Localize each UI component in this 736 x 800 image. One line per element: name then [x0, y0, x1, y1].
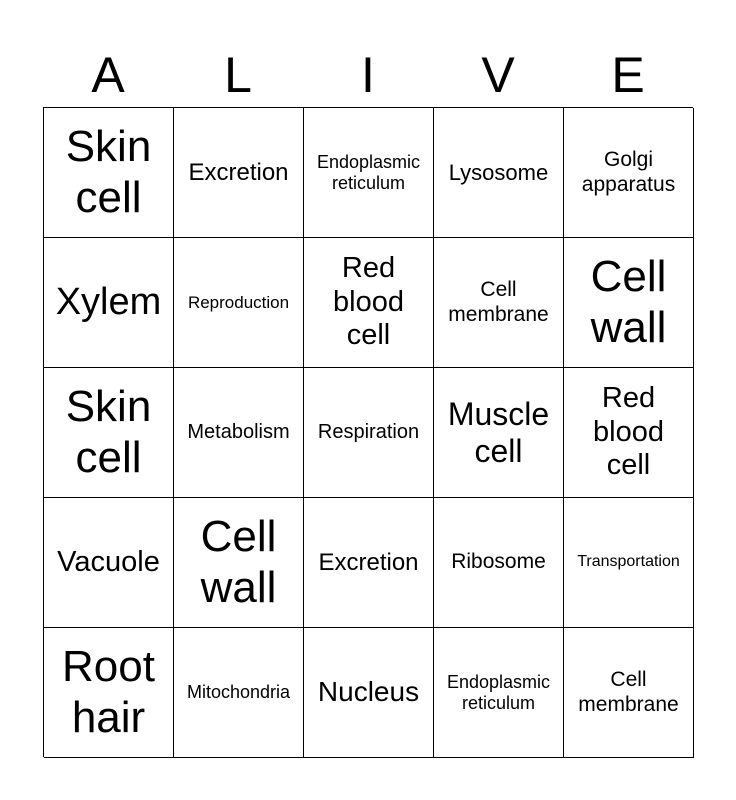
bingo-cell[interactable]: Reproduction: [174, 238, 304, 368]
cell-label: Excretion: [188, 158, 289, 186]
header-letter: A: [91, 47, 125, 103]
cell-label: Cell membrane: [578, 668, 679, 716]
bingo-cell[interactable]: Lysosome: [434, 108, 564, 238]
bingo-cell[interactable]: Golgi apparatus: [564, 108, 694, 238]
cell-label: Nucleus: [317, 676, 420, 708]
header-letter: I: [361, 47, 375, 103]
bingo-header: A L I V E: [43, 44, 693, 106]
bingo-cell[interactable]: Cell membrane: [564, 628, 694, 758]
bingo-cell[interactable]: Nucleus: [304, 628, 434, 758]
bingo-cell[interactable]: Metabolism: [174, 368, 304, 498]
bingo-cell[interactable]: Mitochondria: [174, 628, 304, 758]
header-letter: L: [224, 47, 252, 103]
cell-label: Lysosome: [448, 159, 549, 185]
bingo-grid: Skin cell Excretion Endoplasmic reticulum L…: [43, 107, 694, 758]
bingo-cell[interactable]: Red blood cell: [304, 238, 434, 368]
bingo-cell[interactable]: Skin cell: [44, 368, 174, 498]
cell-label: Xylem: [55, 280, 162, 323]
bingo-cell[interactable]: Vacuole: [44, 498, 174, 628]
header-letter: V: [481, 47, 515, 103]
bingo-cell[interactable]: Excretion: [174, 108, 304, 238]
cell-label: Endoplasmic reticulum: [446, 671, 551, 713]
cell-label: Ribosome: [451, 550, 546, 574]
cell-label: Excretion: [318, 548, 419, 576]
cell-label: Skin cell: [65, 121, 152, 222]
bingo-cell[interactable]: Root hair: [44, 628, 174, 758]
cell-label: Transportation: [577, 553, 680, 571]
cell-label: Mitochondria: [186, 682, 291, 703]
cell-label: Reproduction: [187, 292, 290, 312]
cell-label: Root hair: [62, 641, 155, 742]
bingo-cell[interactable]: Muscle cell: [434, 368, 564, 498]
bingo-cell[interactable]: Red blood cell: [564, 368, 694, 498]
bingo-cell[interactable]: Endoplasmic reticulum: [304, 108, 434, 238]
cell-label: Cell membrane: [448, 278, 549, 326]
bingo-cell[interactable]: Respiration: [304, 368, 434, 498]
cell-label: Golgi apparatus: [581, 148, 676, 196]
bingo-cell[interactable]: Endoplasmic reticulum: [434, 628, 564, 758]
header-letter: E: [611, 47, 645, 103]
bingo-cell[interactable]: Xylem: [44, 238, 174, 368]
bingo-cell[interactable]: Cell wall: [174, 498, 304, 628]
cell-label: Red blood cell: [333, 252, 404, 352]
bingo-cell[interactable]: Cell wall: [564, 238, 694, 368]
bingo-cell[interactable]: Transportation: [564, 498, 694, 628]
cell-label: Metabolism: [187, 421, 290, 443]
bingo-cell[interactable]: Ribosome: [434, 498, 564, 628]
bingo-cell[interactable]: Skin cell: [44, 108, 174, 238]
cell-label: Muscle cell: [447, 395, 550, 469]
cell-label: Cell wall: [200, 511, 277, 612]
cell-label: Vacuole: [57, 545, 160, 578]
cell-label: Respiration: [317, 421, 420, 443]
bingo-cell[interactable]: Cell membrane: [434, 238, 564, 368]
cell-label: Cell wall: [590, 251, 667, 352]
cell-label: Red blood cell: [593, 382, 664, 482]
cell-label: Endoplasmic reticulum: [316, 151, 421, 193]
cell-label: Skin cell: [65, 381, 152, 482]
bingo-cell[interactable]: Excretion: [304, 498, 434, 628]
